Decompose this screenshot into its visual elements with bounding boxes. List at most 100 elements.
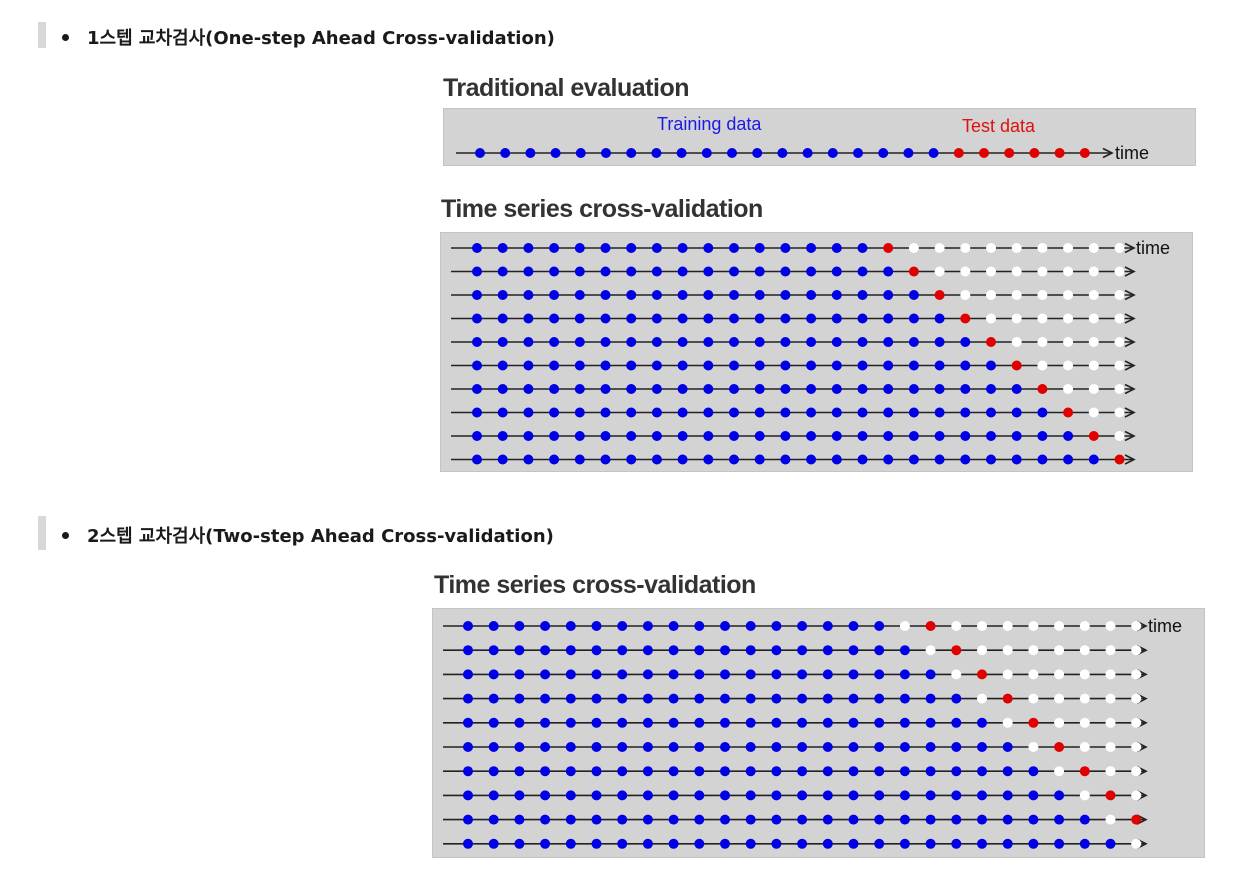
training-point — [565, 742, 576, 752]
training-point — [591, 838, 602, 849]
training-point — [549, 431, 560, 441]
training-point — [857, 313, 868, 324]
cv2-panel: time — [432, 608, 1205, 858]
test-point — [1029, 148, 1040, 158]
training-point — [857, 360, 868, 371]
training-point — [797, 621, 808, 631]
training-point — [729, 337, 739, 347]
training-point — [677, 454, 688, 465]
training-point — [928, 148, 939, 158]
unused-point — [1037, 290, 1048, 300]
training-point — [745, 742, 756, 752]
training-point — [806, 313, 817, 324]
time-axis-label: time — [1115, 143, 1149, 163]
training-point — [668, 645, 679, 656]
training-point — [642, 766, 653, 777]
training-point — [925, 693, 936, 704]
unused-point — [1063, 337, 1074, 347]
training-point — [986, 454, 996, 465]
training-point — [1002, 814, 1013, 825]
training-point — [514, 790, 525, 801]
training-point — [1002, 838, 1013, 849]
training-point — [1002, 766, 1013, 777]
training-point — [591, 693, 602, 704]
training-point — [488, 814, 499, 825]
training-point — [771, 645, 782, 656]
training-point — [977, 766, 987, 777]
bullet-dot — [62, 531, 69, 539]
training-point — [523, 337, 534, 347]
training-point — [745, 838, 756, 849]
training-point — [883, 431, 894, 441]
training-point — [617, 693, 628, 704]
training-point — [463, 766, 473, 777]
unused-point — [1131, 693, 1142, 704]
training-point — [822, 621, 833, 631]
training-point — [754, 431, 765, 441]
training-point — [797, 693, 808, 704]
unused-point — [1131, 742, 1142, 752]
training-point — [745, 766, 756, 777]
unused-point — [1028, 742, 1039, 752]
training-point — [651, 313, 662, 324]
training-point — [977, 838, 987, 849]
training-point — [977, 717, 987, 728]
training-point — [497, 360, 508, 371]
training-point — [754, 407, 765, 418]
training-point — [677, 360, 688, 371]
training-point — [780, 384, 791, 394]
training-point — [463, 814, 473, 825]
training-point — [600, 360, 611, 371]
training-point — [600, 243, 611, 253]
training-point — [488, 645, 499, 656]
unused-point — [1105, 645, 1116, 656]
training-point — [540, 814, 551, 825]
training-point — [676, 148, 687, 158]
training-point — [960, 431, 971, 441]
training-point — [472, 454, 482, 465]
training-point — [745, 669, 756, 680]
training-point — [617, 790, 628, 801]
training-point — [822, 814, 833, 825]
training-point — [523, 266, 534, 277]
training-point — [908, 313, 919, 324]
training-point — [780, 360, 791, 371]
training-data-label: Training data — [657, 114, 762, 134]
unused-point — [1063, 290, 1074, 300]
training-point — [694, 621, 705, 631]
training-point — [848, 645, 859, 656]
arrow-head-icon — [1124, 313, 1136, 324]
test-point — [883, 243, 894, 253]
arrow-head-icon — [1124, 289, 1136, 301]
training-point — [497, 313, 508, 324]
training-point — [677, 313, 688, 324]
training-point — [550, 148, 561, 158]
training-point — [960, 360, 971, 371]
training-point — [549, 454, 560, 465]
training-point — [874, 621, 885, 631]
training-point — [720, 838, 730, 849]
test-point — [934, 290, 945, 300]
training-point — [540, 621, 551, 631]
training-point — [617, 645, 628, 656]
unused-point — [1131, 790, 1142, 801]
training-point — [951, 838, 962, 849]
training-point — [472, 290, 482, 300]
training-point — [752, 148, 763, 158]
training-point — [1054, 790, 1065, 801]
training-point — [668, 814, 679, 825]
training-point — [925, 742, 936, 752]
training-point — [934, 313, 945, 324]
training-point — [549, 360, 560, 371]
training-point — [626, 431, 637, 441]
training-point — [729, 384, 739, 394]
unused-point — [986, 313, 996, 324]
cv1-title: Time series cross-validation — [441, 195, 763, 223]
training-point — [549, 243, 560, 253]
training-point — [497, 431, 508, 441]
training-point — [754, 313, 765, 324]
unused-point — [1131, 838, 1142, 849]
training-point — [1011, 407, 1022, 418]
training-point — [934, 384, 945, 394]
unused-point — [1054, 693, 1065, 704]
